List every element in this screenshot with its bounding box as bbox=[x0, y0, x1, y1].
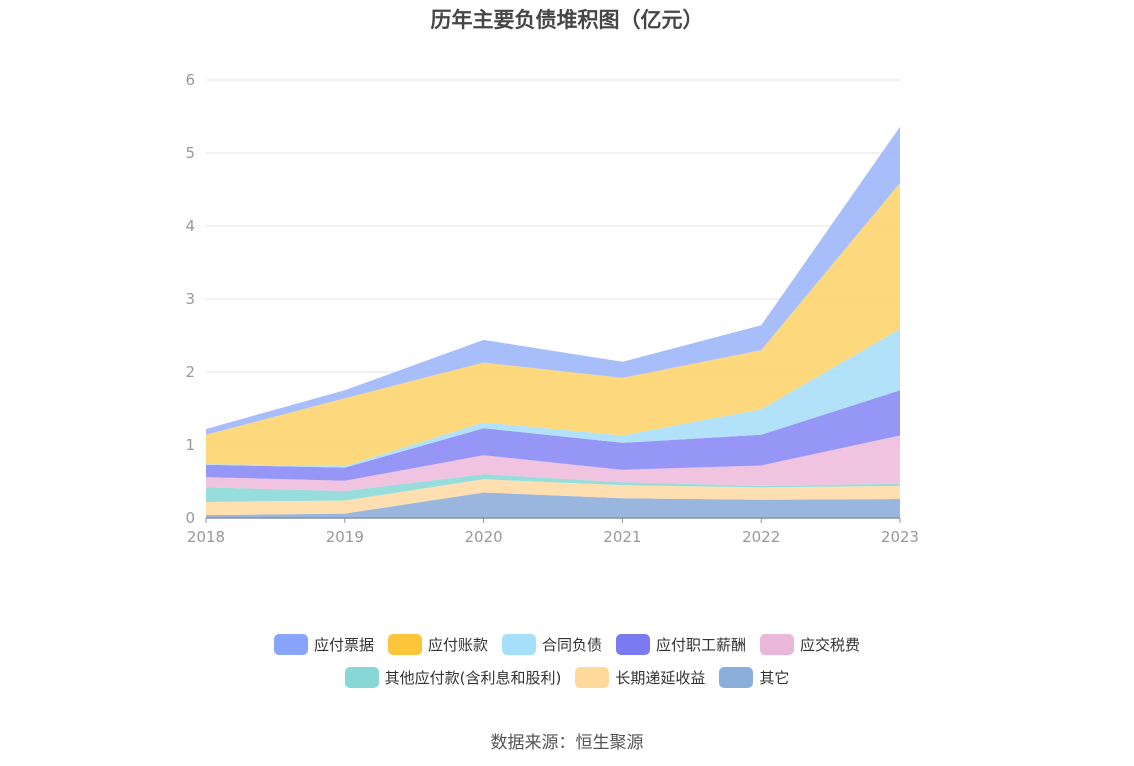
legend-label: 合同负债 bbox=[541, 635, 602, 654]
area-series-1 bbox=[206, 479, 900, 516]
legend-label: 其他应付款(含利息和股利) bbox=[384, 668, 562, 687]
legend-row: 应付票据 应付账款 合同负债 应付职工薪酬 应交税费 bbox=[0, 630, 1134, 658]
legend-swatch bbox=[719, 666, 754, 688]
stacked-area-chart: 0 1 2 3 4 5 6 2018 2019 2020 2021 2022 2023 bbox=[185, 71, 919, 546]
legend-label: 应付账款 bbox=[427, 635, 488, 654]
legend-label: 应付职工薪酬 bbox=[656, 635, 747, 654]
legend-swatch bbox=[273, 633, 308, 655]
legend-swatch bbox=[387, 633, 422, 655]
data-source: 数据来源：恒生聚源 bbox=[490, 733, 644, 753]
x-tick-label: 2019 bbox=[326, 528, 364, 546]
legend-item[interactable]: 应付账款 bbox=[387, 630, 488, 658]
legend-item[interactable]: 应交税费 bbox=[760, 630, 860, 658]
legend-swatch bbox=[760, 633, 795, 655]
y-tick-label: 4 bbox=[185, 217, 195, 235]
y-tick-label: 3 bbox=[185, 290, 195, 308]
legend-item[interactable]: 其他应付款(含利息和股利) bbox=[344, 663, 562, 691]
y-tick-label: 0 bbox=[185, 509, 195, 527]
legend-label: 应交税费 bbox=[800, 635, 861, 654]
x-tick-label: 2022 bbox=[742, 528, 780, 546]
y-tick-label: 5 bbox=[185, 144, 195, 162]
area-series-6 bbox=[206, 182, 900, 467]
area-series-0 bbox=[206, 492, 900, 518]
legend-item[interactable]: 应付职工薪酬 bbox=[616, 630, 746, 658]
legend: 应付票据 应付账款 合同负债 应付职工薪酬 应交税费其他应付款(含利息和股利) 长期递延收… bbox=[0, 630, 1134, 696]
area-series-4 bbox=[206, 390, 900, 481]
x-tick-label: 2021 bbox=[603, 528, 641, 546]
area-series-2 bbox=[206, 474, 900, 502]
legend-item[interactable]: 其它 bbox=[719, 663, 789, 691]
legend-row: 其他应付款(含利息和股利) 长期递延收益 其它 bbox=[0, 663, 1134, 691]
legend-item[interactable]: 合同负债 bbox=[501, 630, 602, 658]
y-tick-label: 1 bbox=[185, 436, 195, 454]
x-tick-label: 2020 bbox=[465, 528, 503, 546]
area-series-5 bbox=[206, 328, 900, 468]
y-tick-label: 6 bbox=[185, 71, 195, 89]
legend-swatch bbox=[501, 633, 536, 655]
x-tick-label: 2023 bbox=[881, 528, 919, 546]
legend-item[interactable]: 长期递延收益 bbox=[575, 663, 705, 691]
chart-title: 历年主要负债堆积图（亿元） bbox=[430, 8, 704, 32]
x-tick-label: 2018 bbox=[187, 528, 225, 546]
legend-label: 应付票据 bbox=[313, 635, 374, 654]
axis-layer: 0 1 2 3 4 5 6 2018 2019 2020 2021 2022 2023 bbox=[185, 71, 919, 546]
legend-label: 其它 bbox=[759, 668, 790, 687]
area-layer bbox=[206, 126, 900, 518]
legend-swatch bbox=[575, 666, 610, 688]
y-tick-label: 2 bbox=[185, 363, 195, 381]
legend-item[interactable]: 应付票据 bbox=[273, 630, 374, 658]
legend-swatch bbox=[344, 666, 379, 688]
area-series-3 bbox=[206, 435, 900, 491]
legend-label: 长期递延收益 bbox=[615, 668, 706, 687]
legend-swatch bbox=[616, 633, 650, 655]
